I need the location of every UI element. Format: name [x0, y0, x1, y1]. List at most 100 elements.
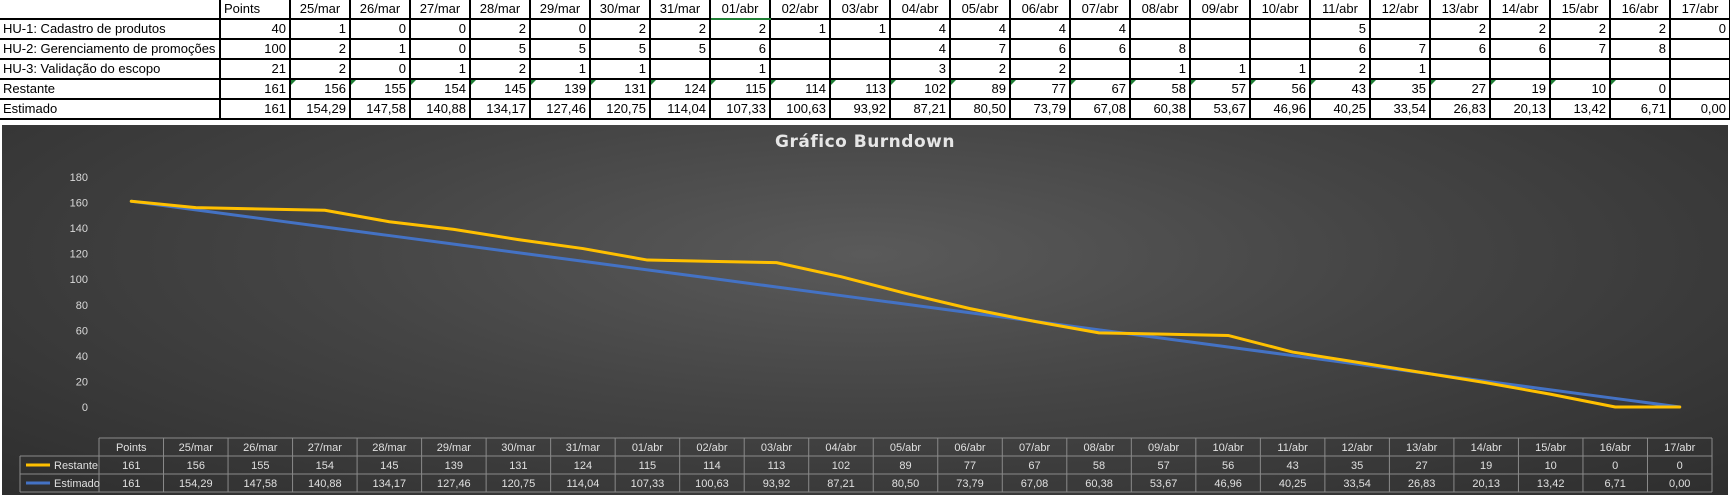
- sheet-cell[interactable]: 5: [650, 39, 711, 60]
- sheet-header-cell[interactable]: Points: [220, 0, 291, 20]
- sheet-header-cell[interactable]: 13/abr: [1430, 0, 1491, 20]
- sheet-cell[interactable]: [1670, 59, 1730, 80]
- sheet-cell[interactable]: 114: [770, 79, 831, 100]
- sheet-cell[interactable]: 102: [890, 79, 951, 100]
- sheet-header-cell[interactable]: 04/abr: [890, 0, 951, 20]
- sheet-cell[interactable]: 140,88: [410, 99, 471, 120]
- sheet-cell[interactable]: 5: [1310, 19, 1371, 40]
- sheet-cell[interactable]: 107,33: [710, 99, 771, 120]
- sheet-cell[interactable]: 27: [1430, 79, 1491, 100]
- sheet-cell[interactable]: 21: [220, 59, 291, 80]
- sheet-cell[interactable]: [1550, 59, 1611, 80]
- sheet-cell[interactable]: 20,13: [1490, 99, 1551, 120]
- sheet-cell[interactable]: 87,21: [890, 99, 951, 120]
- sheet-cell[interactable]: 19: [1490, 79, 1551, 100]
- sheet-cell[interactable]: 10: [1550, 79, 1611, 100]
- sheet-cell[interactable]: 77: [1010, 79, 1071, 100]
- sheet-cell[interactable]: 124: [650, 79, 711, 100]
- sheet-cell[interactable]: 2: [1430, 19, 1491, 40]
- sheet-cell[interactable]: 8: [1130, 39, 1191, 60]
- sheet-cell[interactable]: 40: [220, 19, 291, 40]
- sheet-cell[interactable]: 2: [1310, 59, 1371, 80]
- sheet-cell[interactable]: [1610, 59, 1671, 80]
- sheet-cell[interactable]: 145: [470, 79, 531, 100]
- sheet-cell[interactable]: 100: [220, 39, 291, 60]
- sheet-cell[interactable]: 1: [710, 59, 771, 80]
- sheet-cell[interactable]: 2: [710, 19, 771, 40]
- sheet-cell[interactable]: 115: [710, 79, 771, 100]
- sheet-row-label[interactable]: HU-3: Validação do escopo: [0, 59, 221, 80]
- sheet-cell[interactable]: 60,38: [1130, 99, 1191, 120]
- sheet-cell[interactable]: 4: [890, 19, 951, 40]
- sheet-header-cell[interactable]: 31/mar: [650, 0, 711, 20]
- sheet-cell[interactable]: 1: [1130, 59, 1191, 80]
- sheet-cell[interactable]: 100,63: [770, 99, 831, 120]
- sheet-cell[interactable]: [830, 39, 891, 60]
- sheet-cell[interactable]: 6: [1310, 39, 1371, 60]
- sheet-cell[interactable]: 67,08: [1070, 99, 1131, 120]
- sheet-cell[interactable]: 5: [590, 39, 651, 60]
- sheet-cell[interactable]: 2: [470, 59, 531, 80]
- sheet-row-label[interactable]: Restante: [0, 79, 221, 100]
- sheet-cell[interactable]: 0: [410, 39, 471, 60]
- sheet-cell[interactable]: 2: [650, 19, 711, 40]
- sheet-cell[interactable]: 1: [1370, 59, 1431, 80]
- sheet-header-cell[interactable]: 25/mar: [290, 0, 351, 20]
- sheet-cell[interactable]: 4: [950, 19, 1011, 40]
- sheet-cell[interactable]: 161: [220, 99, 291, 120]
- sheet-cell[interactable]: 114,04: [650, 99, 711, 120]
- sheet-cell[interactable]: 131: [590, 79, 651, 100]
- sheet-cell[interactable]: 4: [1010, 19, 1071, 40]
- sheet-header-cell[interactable]: 05/abr: [950, 0, 1011, 20]
- sheet-cell[interactable]: 134,17: [470, 99, 531, 120]
- sheet-cell[interactable]: 4: [890, 39, 951, 60]
- sheet-cell[interactable]: 0: [530, 19, 591, 40]
- sheet-cell[interactable]: [1190, 39, 1251, 60]
- sheet-header-cell[interactable]: 30/mar: [590, 0, 651, 20]
- sheet-cell[interactable]: 2: [1550, 19, 1611, 40]
- sheet-cell[interactable]: [1370, 19, 1431, 40]
- sheet-cell[interactable]: 53,67: [1190, 99, 1251, 120]
- sheet-header-cell[interactable]: 27/mar: [410, 0, 471, 20]
- sheet-cell[interactable]: 147,58: [350, 99, 411, 120]
- sheet-cell[interactable]: 8: [1610, 39, 1671, 60]
- sheet-cell[interactable]: 6: [1430, 39, 1491, 60]
- sheet-header-cell[interactable]: 15/abr: [1550, 0, 1611, 20]
- sheet-cell[interactable]: 1: [410, 59, 471, 80]
- sheet-cell[interactable]: 120,75: [590, 99, 651, 120]
- sheet-cell[interactable]: 5: [530, 39, 591, 60]
- sheet-cell[interactable]: [770, 59, 831, 80]
- sheet-cell[interactable]: [1430, 59, 1491, 80]
- sheet-cell[interactable]: 57: [1190, 79, 1251, 100]
- sheet-header-cell[interactable]: 26/mar: [350, 0, 411, 20]
- sheet-cell[interactable]: 1: [530, 59, 591, 80]
- sheet-cell[interactable]: 155: [350, 79, 411, 100]
- sheet-cell[interactable]: [1250, 19, 1311, 40]
- sheet-cell[interactable]: 93,92: [830, 99, 891, 120]
- sheet-cell[interactable]: [1130, 19, 1191, 40]
- sheet-cell[interactable]: 139: [530, 79, 591, 100]
- sheet-cell[interactable]: [1190, 19, 1251, 40]
- sheet-cell[interactable]: 6: [710, 39, 771, 60]
- sheet-header-cell[interactable]: 03/abr: [830, 0, 891, 20]
- sheet-cell[interactable]: 7: [950, 39, 1011, 60]
- sheet-cell[interactable]: 80,50: [950, 99, 1011, 120]
- sheet-cell[interactable]: 26,83: [1430, 99, 1491, 120]
- sheet-cell[interactable]: 6: [1070, 39, 1131, 60]
- sheet-cell[interactable]: 5: [470, 39, 531, 60]
- sheet-cell[interactable]: 113: [830, 79, 891, 100]
- sheet-cell[interactable]: 2: [1490, 19, 1551, 40]
- sheet-cell[interactable]: 6: [1010, 39, 1071, 60]
- sheet-cell[interactable]: 73,79: [1010, 99, 1071, 120]
- sheet-cell[interactable]: 4: [1070, 19, 1131, 40]
- sheet-cell[interactable]: 7: [1550, 39, 1611, 60]
- sheet-cell[interactable]: 154,29: [290, 99, 351, 120]
- sheet-header-cell[interactable]: 09/abr: [1190, 0, 1251, 20]
- sheet-cell[interactable]: 1: [1250, 59, 1311, 80]
- sheet-cell[interactable]: 6,71: [1610, 99, 1671, 120]
- sheet-header-cell[interactable]: 10/abr: [1250, 0, 1311, 20]
- sheet-cell[interactable]: 1: [770, 19, 831, 40]
- sheet-cell[interactable]: 1: [830, 19, 891, 40]
- sheet-cell[interactable]: [650, 59, 711, 80]
- sheet-header-cell[interactable]: 28/mar: [470, 0, 531, 20]
